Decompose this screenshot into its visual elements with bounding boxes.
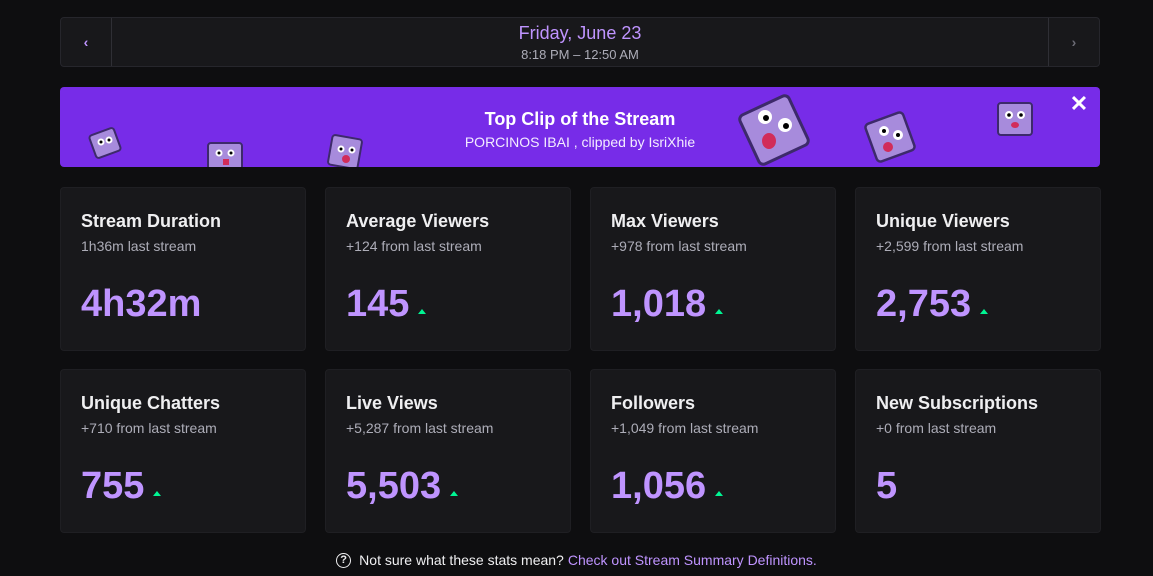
stat-title: Followers <box>611 393 696 413</box>
stat-title: Max Viewers <box>611 211 719 231</box>
glitch-sticker-icon <box>738 94 810 166</box>
glitch-sticker-icon <box>88 127 122 159</box>
stat-comparison: +1,049 from last stream <box>611 420 759 436</box>
stat-title: New Subscriptions <box>876 393 1039 413</box>
trend-up-icon <box>980 309 989 314</box>
stat-card-live-views: Live Views +5,287 from last stream 5,503 <box>325 369 571 533</box>
stat-comparison: +5,287 from last stream <box>346 420 494 436</box>
stream-summary-definitions-link[interactable]: Check out Stream Summary Definitions. <box>567 552 817 568</box>
stat-title: Average Viewers <box>346 211 490 231</box>
stat-title: Unique Viewers <box>876 211 1010 231</box>
glitch-sticker-icon <box>864 111 916 163</box>
stat-value: 1,056 <box>611 465 724 508</box>
stat-value: 4h32m <box>81 283 202 325</box>
trend-up-icon <box>450 491 459 496</box>
stat-card-unique-viewers: Unique Viewers +2,599 from last stream 2… <box>855 187 1101 351</box>
stats-help-footer: ? Not sure what these stats mean? Check … <box>0 552 1153 568</box>
chevron-right-icon: › <box>1071 34 1077 50</box>
stat-value: 5 <box>876 465 898 507</box>
stat-comparison: +2,599 from last stream <box>876 238 1024 254</box>
trend-up-icon <box>715 309 724 314</box>
stat-card-followers: Followers +1,049 from last stream 1,056 <box>590 369 836 533</box>
close-icon: ✕ <box>1069 91 1089 116</box>
stat-card-stream-duration: Stream Duration 1h36m last stream 4h32m <box>60 187 306 351</box>
chevron-left-icon: ‹ <box>83 34 89 50</box>
top-clip-banner[interactable]: Top Clip of the Stream PORCINOS IBAI , c… <box>60 87 1100 167</box>
glitch-sticker-icon <box>207 142 243 167</box>
stat-comparison: +124 from last stream <box>346 238 482 254</box>
stat-card-max-viewers: Max Viewers +978 from last stream 1,018 <box>590 187 836 351</box>
stat-card-unique-chatters: Unique Chatters +710 from last stream 75… <box>60 369 306 533</box>
stream-date: Friday, June 23 <box>518 23 642 43</box>
trend-up-icon <box>418 309 427 314</box>
trend-up-icon <box>715 491 724 496</box>
stat-value: 145 <box>346 283 427 326</box>
stat-comparison: +0 from last stream <box>876 420 997 436</box>
question-circle-icon: ? <box>336 552 352 568</box>
glitch-sticker-icon <box>997 102 1033 136</box>
previous-stream-button[interactable]: ‹ <box>61 18 112 66</box>
stat-comparison: 1h36m last stream <box>81 238 197 254</box>
banner-title: Top Clip of the Stream <box>484 109 676 129</box>
stat-title: Live Views <box>346 393 438 413</box>
stat-value: 755 <box>81 465 162 508</box>
banner-clip-info[interactable]: PORCINOS IBAI , clipped by IsriXhie <box>464 134 696 150</box>
stat-value: 1,018 <box>611 283 724 326</box>
glitch-sticker-icon <box>327 134 363 167</box>
stat-value: 2,753 <box>876 283 989 326</box>
stream-time-range: 8:18 PM – 12:50 AM <box>521 47 639 62</box>
stat-card-average-viewers: Average Viewers +124 from last stream 14… <box>325 187 571 351</box>
next-stream-button[interactable]: › <box>1048 18 1099 66</box>
stat-card-new-subscriptions: New Subscriptions +0 from last stream 5 <box>855 369 1101 533</box>
stat-title: Unique Chatters <box>81 393 221 413</box>
stat-title: Stream Duration <box>81 211 222 231</box>
close-banner-button[interactable]: ✕ <box>1068 93 1090 115</box>
footer-text: Not sure what these stats mean? <box>359 552 564 568</box>
trend-up-icon <box>153 491 162 496</box>
stat-comparison: +710 from last stream <box>81 420 217 436</box>
stat-comparison: +978 from last stream <box>611 238 747 254</box>
stat-value: 5,503 <box>346 465 459 508</box>
date-navigator: ‹ Friday, June 23 8:18 PM – 12:50 AM › <box>60 17 1100 67</box>
